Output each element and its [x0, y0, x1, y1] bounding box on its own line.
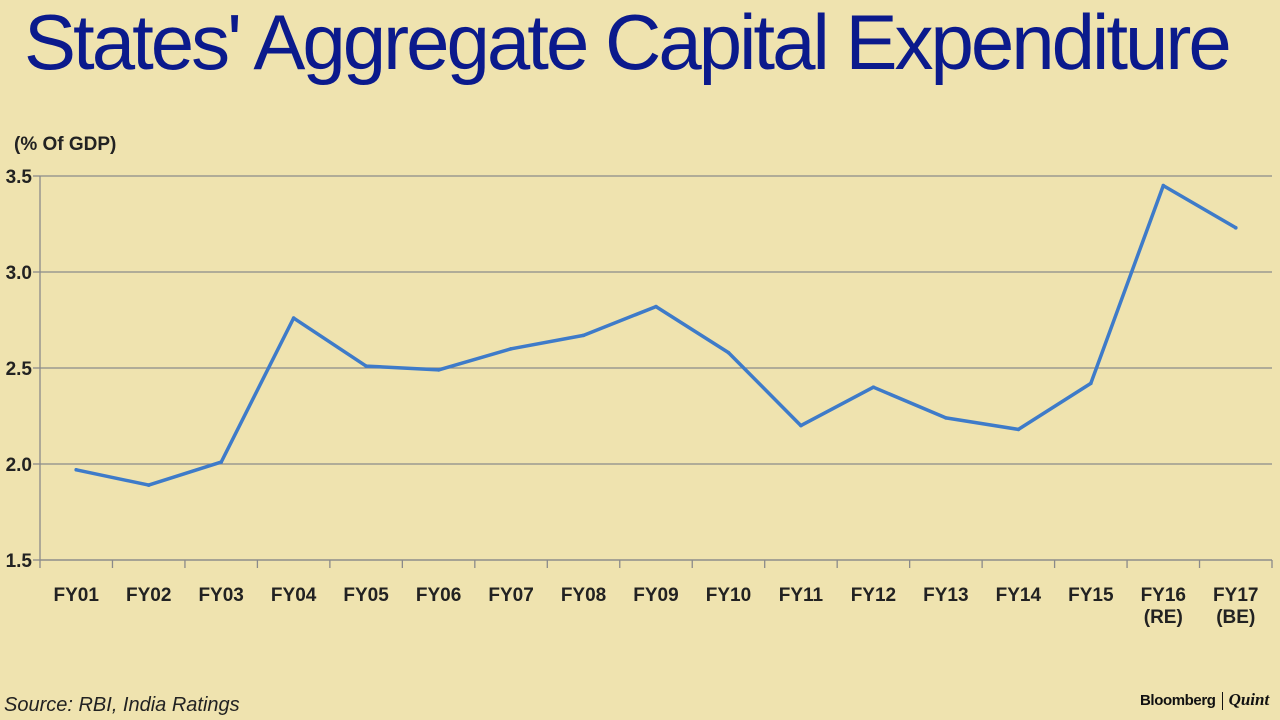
x-tick-label: FY15	[1068, 585, 1114, 606]
data-point	[726, 350, 731, 355]
x-tick-label: FY17 (BE)	[1213, 585, 1258, 628]
data-point	[219, 460, 223, 464]
brand-logo: Bloomberg Quint	[1140, 690, 1270, 711]
x-tick-label: FY12	[851, 585, 896, 606]
data-point	[654, 304, 658, 309]
data-point	[509, 347, 513, 351]
x-tick-label: FY07	[488, 585, 533, 606]
data-point	[871, 385, 876, 390]
x-tick-label: FY14	[996, 585, 1042, 606]
x-tick-label: FY06	[416, 585, 461, 606]
x-tick-label: FY16 (RE)	[1141, 585, 1186, 628]
data-point	[364, 364, 368, 368]
data-point	[799, 423, 803, 428]
x-tick-label: FY10	[706, 585, 751, 606]
series-capex	[74, 183, 1238, 487]
data-point	[74, 467, 79, 472]
data-point	[1233, 226, 1238, 230]
x-tick-label: FY08	[561, 585, 606, 606]
x-tick-labels: FY01 FY02 FY03 FY04 FY05 FY06 FY07 FY08 FY09 FY10…	[54, 585, 1259, 628]
series-line	[74, 183, 1238, 487]
x-tick-label: FY03	[198, 585, 243, 606]
y-tick-label: 2.5	[6, 359, 33, 380]
y-tick-labels: 3.5 3.0 2.5 2.0 1.5	[6, 167, 33, 572]
brand-name: Bloomberg	[1140, 692, 1216, 709]
x-tick-label: FY05	[343, 585, 389, 606]
grid-lines	[40, 175, 1272, 561]
y-tick-label: 3.5	[6, 167, 33, 188]
y-tick-label: 2.0	[6, 455, 32, 476]
chart-title: States' Aggregate Capital Expenditure	[24, 0, 1232, 86]
x-tick-label: FY04	[271, 585, 317, 606]
data-point	[944, 416, 948, 420]
brand-divider	[1221, 692, 1223, 711]
data-point	[291, 316, 296, 320]
x-tick-label: FY02	[126, 585, 171, 606]
data-point	[1161, 183, 1166, 188]
brand-suffix: Quint	[1228, 690, 1270, 709]
y-axis-unit-label: (% Of GDP)	[14, 134, 117, 155]
data-point	[581, 333, 586, 338]
axes	[33, 175, 1273, 568]
data-point	[1089, 381, 1093, 386]
y-tick-label: 1.5	[6, 551, 33, 572]
x-tick-label: FY11	[779, 585, 824, 606]
data-point	[1016, 427, 1021, 432]
y-tick-label: 3.0	[6, 263, 32, 284]
data-point	[436, 368, 441, 372]
x-tick-label: FY01	[54, 585, 100, 606]
x-tick-label: FY13	[923, 585, 968, 606]
data-point	[146, 483, 151, 487]
x-tick-label: FY09	[633, 585, 678, 606]
source-note: Source: RBI, India Ratings	[4, 694, 240, 716]
